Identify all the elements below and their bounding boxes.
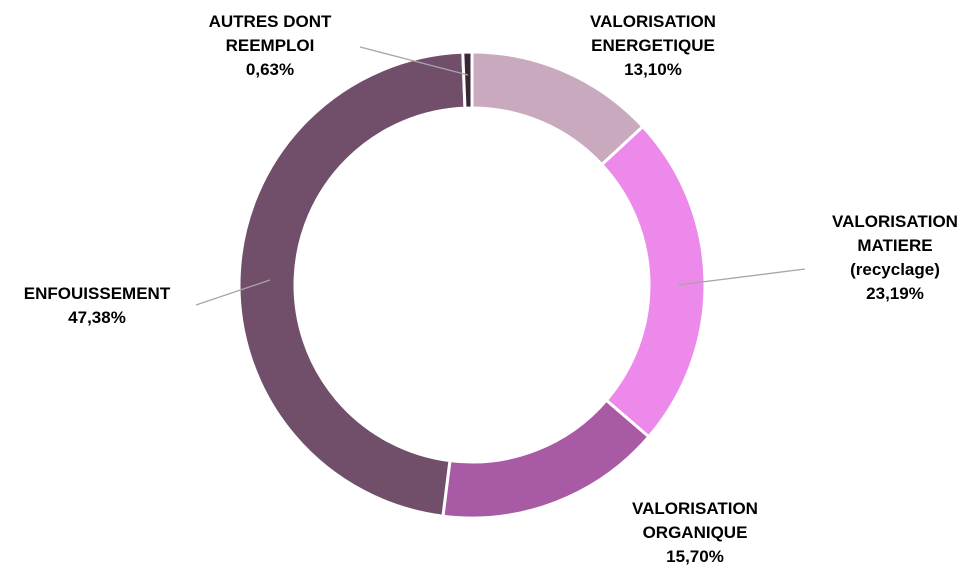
data-label: VALORISATION ORGANIQUE 15,70% — [610, 497, 780, 569]
value-label: 0,63% — [245, 60, 295, 79]
data-label: VALORISATION MATIERE (recyclage) 23,19% — [820, 210, 970, 306]
category-label: AUTRES DONT REEMPLOI — [208, 12, 332, 55]
donut-segment — [237, 50, 467, 518]
leader-line — [195, 279, 271, 306]
donut-segment — [599, 124, 707, 439]
data-label: ENFOUISSEMENT 47,38% — [0, 282, 202, 330]
leader-line — [677, 268, 806, 286]
category-label: VALORISATION ORGANIQUE — [632, 499, 758, 542]
value-label: 23,19% — [866, 284, 924, 303]
category-label: ENFOUISSEMENT — [23, 284, 171, 303]
data-label: AUTRES DONT REEMPLOI 0,63% — [200, 10, 340, 82]
value-label: 15,70% — [666, 547, 724, 566]
data-label: VALORISATION ENERGETIQUE 13,10% — [568, 10, 738, 82]
donut-segment — [461, 50, 474, 110]
value-label: 13,10% — [624, 60, 682, 79]
value-label: 47,38% — [68, 308, 126, 327]
category-label: VALORISATION MATIERE (recyclage) — [832, 212, 958, 279]
leader-line — [359, 46, 469, 76]
category-label: VALORISATION ENERGETIQUE — [590, 12, 716, 55]
